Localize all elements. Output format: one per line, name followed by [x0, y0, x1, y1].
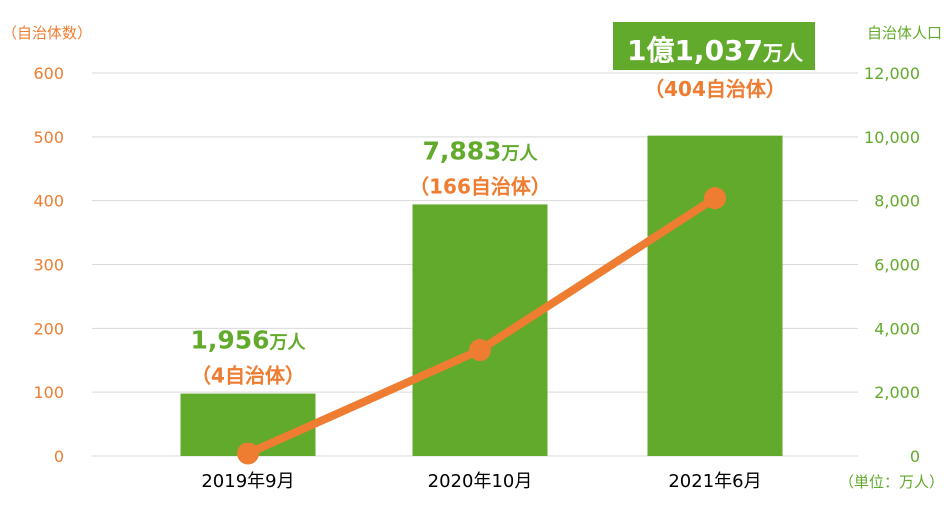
count-line-series [237, 187, 726, 465]
x-category-label: 2019年9月 [201, 471, 294, 492]
right-axis-unit-note: （単位：万人） [839, 473, 944, 491]
left-axis-label: （自治体数） [2, 24, 92, 42]
bar-annotation: 1億1,037万人 （404自治体） [613, 22, 815, 101]
right-tick-label: 4,000 [874, 319, 920, 338]
count-point [469, 339, 491, 362]
count-point [237, 442, 259, 465]
right-tick-label: 12,000 [864, 64, 920, 83]
right-tick-label: 2,000 [874, 383, 920, 402]
right-tick-label: 8,000 [874, 192, 920, 211]
population-bar [647, 135, 783, 457]
population-unit: 万人 [501, 143, 539, 164]
bars [180, 135, 783, 457]
left-tick-label: 400 [33, 192, 64, 211]
bar-annotation: 1,956万人 （4自治体） [190, 326, 306, 388]
population-unit: 万人 [762, 41, 804, 65]
x-category-label: 2021年6月 [668, 471, 761, 492]
left-tick-label: 0 [54, 447, 64, 466]
right-tick-label: 0 [910, 447, 920, 466]
population-value: 1,956 [190, 326, 269, 355]
right-axis-label: 自治体人口 [867, 24, 942, 42]
left-tick-label: 100 [33, 383, 64, 402]
count-point [704, 187, 726, 210]
right-tick-label: 10,000 [864, 128, 920, 147]
population-label: 1億1,037万人 [627, 34, 804, 67]
population-value: 7,883 [422, 136, 501, 165]
x-axis: 2019年9月 2020年10月 2021年6月 [201, 471, 761, 492]
population-bar [412, 204, 548, 456]
highlight-box [613, 22, 815, 70]
left-axis: （自治体数） 0 100 200 300 400 500 600 [2, 24, 92, 466]
population-value: 1億1,037 [627, 34, 763, 67]
bar-annotations: 1,956万人（4自治体）7,883万人（166自治体）1億1,037万人（40… [190, 22, 815, 388]
count-label: （166自治体） [409, 174, 551, 198]
right-tick-label: 6,000 [874, 256, 920, 275]
population-label: 7,883万人 [422, 136, 538, 165]
left-tick-label: 500 [33, 128, 64, 147]
x-category-label: 2020年10月 [428, 471, 533, 492]
right-axis: 自治体人口 （単位：万人） 0 2,000 4,000 6,000 8,000 10,00… [839, 24, 944, 491]
count-label: （4自治体） [191, 364, 305, 388]
population-unit: 万人 [269, 333, 307, 354]
count-label: （404自治体） [644, 77, 786, 101]
population-label: 1,956万人 [190, 326, 306, 355]
left-tick-label: 600 [33, 64, 64, 83]
bar-annotation: 7,883万人 （166自治体） [409, 136, 551, 198]
left-tick-label: 200 [33, 319, 64, 338]
left-tick-label: 300 [33, 256, 64, 275]
